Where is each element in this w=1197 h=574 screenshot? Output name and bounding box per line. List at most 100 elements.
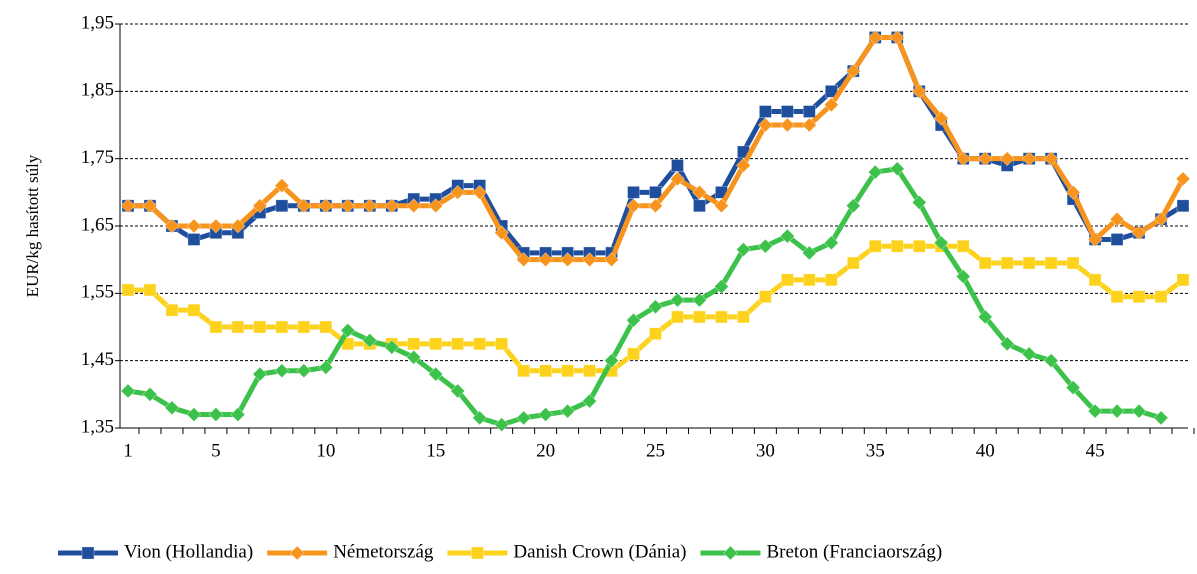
y-tick-label: 1,35: [81, 416, 114, 437]
marker: [450, 184, 466, 200]
marker: [208, 407, 224, 422]
marker: [692, 184, 707, 200]
marker: [627, 347, 640, 361]
marker: [911, 83, 927, 99]
marker: [319, 320, 333, 334]
marker: [1132, 290, 1146, 303]
marker: [583, 364, 596, 378]
marker: [1044, 256, 1058, 270]
y-tick-label: 1,85: [81, 80, 114, 101]
marker: [539, 364, 552, 378]
marker: [1022, 256, 1036, 270]
marker: [230, 407, 246, 422]
marker: [648, 198, 663, 214]
marker: [187, 233, 201, 246]
marker: [516, 252, 532, 268]
marker: [450, 383, 466, 399]
marker: [1153, 211, 1169, 227]
marker: [296, 363, 312, 379]
marker: [362, 333, 378, 348]
legend-item: Danish Crown (Dánia): [447, 541, 687, 562]
marker: [1175, 171, 1191, 187]
marker: [340, 322, 356, 338]
marker: [648, 299, 663, 315]
marker: [252, 366, 268, 382]
marker: [428, 198, 444, 214]
legend-item: Vion (Hollandia): [58, 541, 253, 562]
marker: [494, 225, 510, 241]
marker: [296, 198, 312, 214]
marker: [977, 151, 993, 167]
marker: [801, 245, 817, 261]
marker: [274, 363, 290, 379]
marker: [1087, 232, 1103, 247]
marker: [715, 310, 728, 324]
x-tick-label: 20: [536, 440, 555, 461]
marker: [977, 309, 993, 325]
marker: [1043, 151, 1059, 167]
legend-label: Danish Crown (Dánia): [513, 541, 686, 562]
marker: [670, 171, 685, 187]
marker: [1176, 273, 1190, 287]
marker: [538, 252, 554, 268]
marker: [1153, 410, 1169, 426]
marker: [1043, 353, 1059, 369]
marker: [1131, 403, 1147, 419]
marker: [582, 252, 597, 268]
marker: [714, 279, 729, 295]
marker: [561, 364, 574, 378]
marker: [142, 386, 158, 402]
marker: [81, 546, 95, 560]
legend-label: Németország: [333, 541, 434, 562]
marker: [693, 199, 706, 213]
marker: [407, 337, 421, 351]
marker: [847, 256, 860, 270]
marker: [1065, 184, 1081, 200]
marker: [428, 366, 444, 382]
marker: [297, 320, 311, 334]
marker: [889, 30, 905, 45]
marker: [714, 198, 729, 214]
marker: [384, 339, 400, 355]
marker: [340, 198, 356, 214]
legend-item: Breton (Franciaország): [700, 541, 942, 562]
marker: [471, 546, 484, 560]
marker: [955, 151, 971, 167]
marker: [933, 235, 949, 251]
y-tick-label: 1,65: [81, 214, 114, 235]
marker: [781, 273, 794, 287]
marker: [121, 283, 135, 297]
marker: [473, 337, 486, 351]
marker: [759, 290, 772, 303]
marker: [120, 198, 136, 214]
marker: [867, 30, 883, 45]
marker: [289, 545, 305, 561]
marker: [1110, 233, 1124, 246]
marker: [230, 218, 246, 234]
marker: [187, 303, 201, 317]
y-axis-label: EUR/kg hasított súly: [23, 154, 42, 297]
marker: [406, 349, 422, 365]
marker: [275, 320, 289, 334]
marker: [693, 310, 706, 324]
marker: [1065, 380, 1081, 396]
marker: [956, 239, 970, 253]
marker: [186, 218, 202, 234]
marker: [803, 273, 816, 287]
marker: [1176, 199, 1190, 213]
marker: [626, 312, 641, 328]
marker: [889, 161, 905, 177]
marker: [978, 256, 992, 270]
x-tick-label: 10: [316, 440, 335, 461]
marker: [516, 410, 532, 426]
marker: [560, 403, 576, 419]
x-tick-label: 45: [1086, 440, 1105, 461]
marker: [671, 310, 684, 324]
marker: [406, 198, 422, 214]
y-tick-label: 1,45: [81, 349, 114, 370]
marker: [164, 400, 180, 416]
marker: [801, 117, 817, 133]
marker: [1109, 211, 1125, 227]
marker: [671, 159, 684, 172]
